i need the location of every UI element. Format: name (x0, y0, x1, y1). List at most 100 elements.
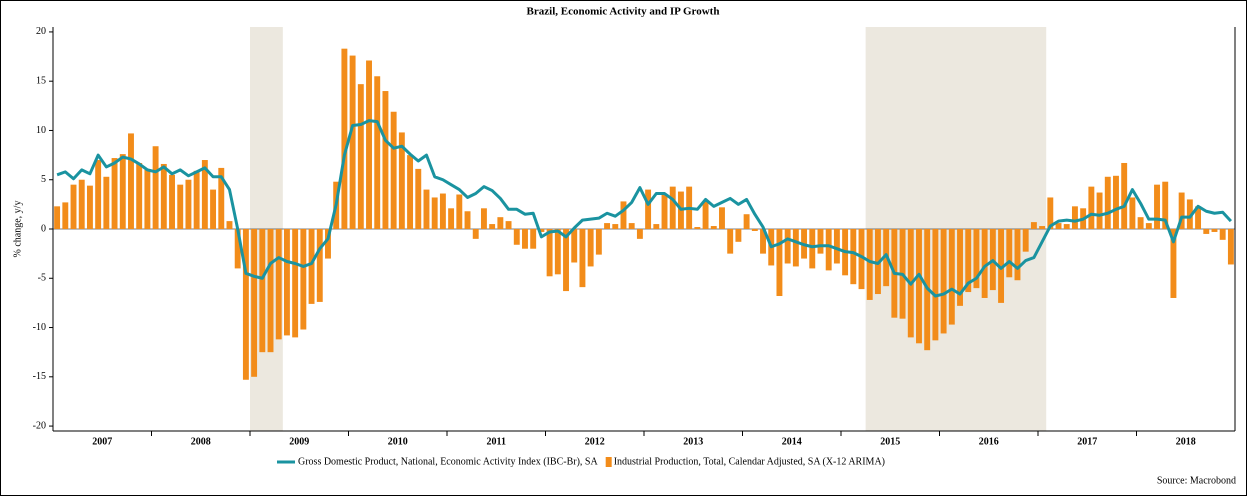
bar (136, 162, 143, 229)
bar (702, 201, 709, 229)
bar (251, 229, 258, 377)
bar (636, 229, 643, 239)
y-tick-label: 15 (36, 75, 46, 86)
bar (563, 229, 569, 292)
x-tick-label: 2012 (585, 436, 605, 447)
bar (1071, 206, 1078, 229)
y-tick-label: -10 (33, 322, 46, 333)
bar (727, 229, 734, 254)
x-tick-label: 2007 (92, 436, 112, 447)
bar (144, 169, 151, 229)
bar (932, 229, 939, 341)
bar (382, 91, 389, 229)
bar (1129, 197, 1136, 229)
bar (407, 155, 414, 229)
bar (1006, 229, 1013, 278)
x-tick-label: 2008 (191, 436, 211, 447)
bar (308, 229, 315, 304)
x-tick-label: 2013 (683, 436, 703, 447)
bar (957, 229, 963, 306)
bar (866, 229, 873, 300)
bar (1154, 184, 1160, 229)
x-tick-label: 2014 (782, 436, 802, 447)
bar (448, 208, 455, 229)
bar (1014, 229, 1021, 281)
bar (275, 229, 282, 340)
bar (735, 229, 742, 242)
x-tick-label: 2010 (388, 436, 408, 447)
bar (177, 184, 184, 229)
bar (792, 229, 799, 267)
bar (940, 229, 947, 334)
bar (1096, 192, 1103, 229)
bar (54, 206, 61, 229)
bar (612, 224, 619, 229)
bar (259, 229, 266, 353)
bar (1063, 224, 1070, 229)
bar (1047, 197, 1054, 229)
bar (916, 229, 922, 344)
bar (1162, 181, 1169, 229)
bar (349, 55, 356, 230)
x-tick-label: 2011 (487, 436, 506, 447)
bar (1055, 223, 1062, 229)
bar (1170, 229, 1177, 298)
bar (554, 229, 561, 275)
bar (1195, 206, 1202, 229)
bar (1022, 229, 1029, 252)
bar (850, 229, 857, 285)
line (56, 119, 1233, 298)
bar (201, 160, 208, 229)
bar (948, 229, 955, 325)
x-tick-label: 2015 (880, 436, 900, 447)
bar (169, 174, 175, 229)
bar (817, 229, 824, 254)
line-layer (56, 119, 1233, 298)
bar (128, 133, 134, 229)
legend-label: Gross Domestic Product, National, Econom… (298, 456, 598, 467)
bar (1121, 162, 1128, 229)
bar (86, 185, 93, 229)
legend-label: Industrial Production, Total, Calendar A… (614, 456, 885, 467)
bar (694, 227, 701, 229)
bar (62, 202, 69, 229)
bar (973, 229, 980, 289)
bar (300, 229, 307, 330)
bar (530, 229, 537, 249)
bar (579, 229, 586, 288)
legend-swatch (605, 457, 612, 467)
bar (390, 111, 397, 229)
bar (497, 217, 504, 229)
bar (472, 229, 479, 239)
bar (669, 186, 676, 229)
bar (628, 223, 635, 229)
bar (210, 189, 217, 229)
bar (439, 193, 446, 229)
y-tick-label: -5 (38, 273, 46, 284)
y-tick-label: 10 (36, 125, 46, 136)
bar (760, 229, 766, 254)
bar (653, 224, 660, 229)
axis-layer (49, 27, 1236, 436)
bar (70, 184, 77, 229)
y-axis-label: % change, y/y (12, 201, 23, 258)
bar (505, 221, 512, 229)
bar (538, 229, 545, 232)
bar (152, 146, 159, 229)
bar (480, 208, 487, 229)
bar (1227, 229, 1234, 265)
y-tick-label: 20 (36, 26, 46, 37)
bar (341, 48, 348, 230)
bar (78, 179, 85, 229)
bar (784, 229, 791, 264)
x-tick-label: 2009 (289, 436, 309, 447)
bar (998, 229, 1005, 303)
bar (292, 229, 299, 338)
y-tick-label: -20 (33, 420, 46, 431)
bar (965, 229, 972, 293)
bar (595, 229, 602, 255)
bar (751, 229, 758, 231)
x-tick-label: 2018 (1176, 436, 1196, 447)
bar (119, 154, 126, 229)
